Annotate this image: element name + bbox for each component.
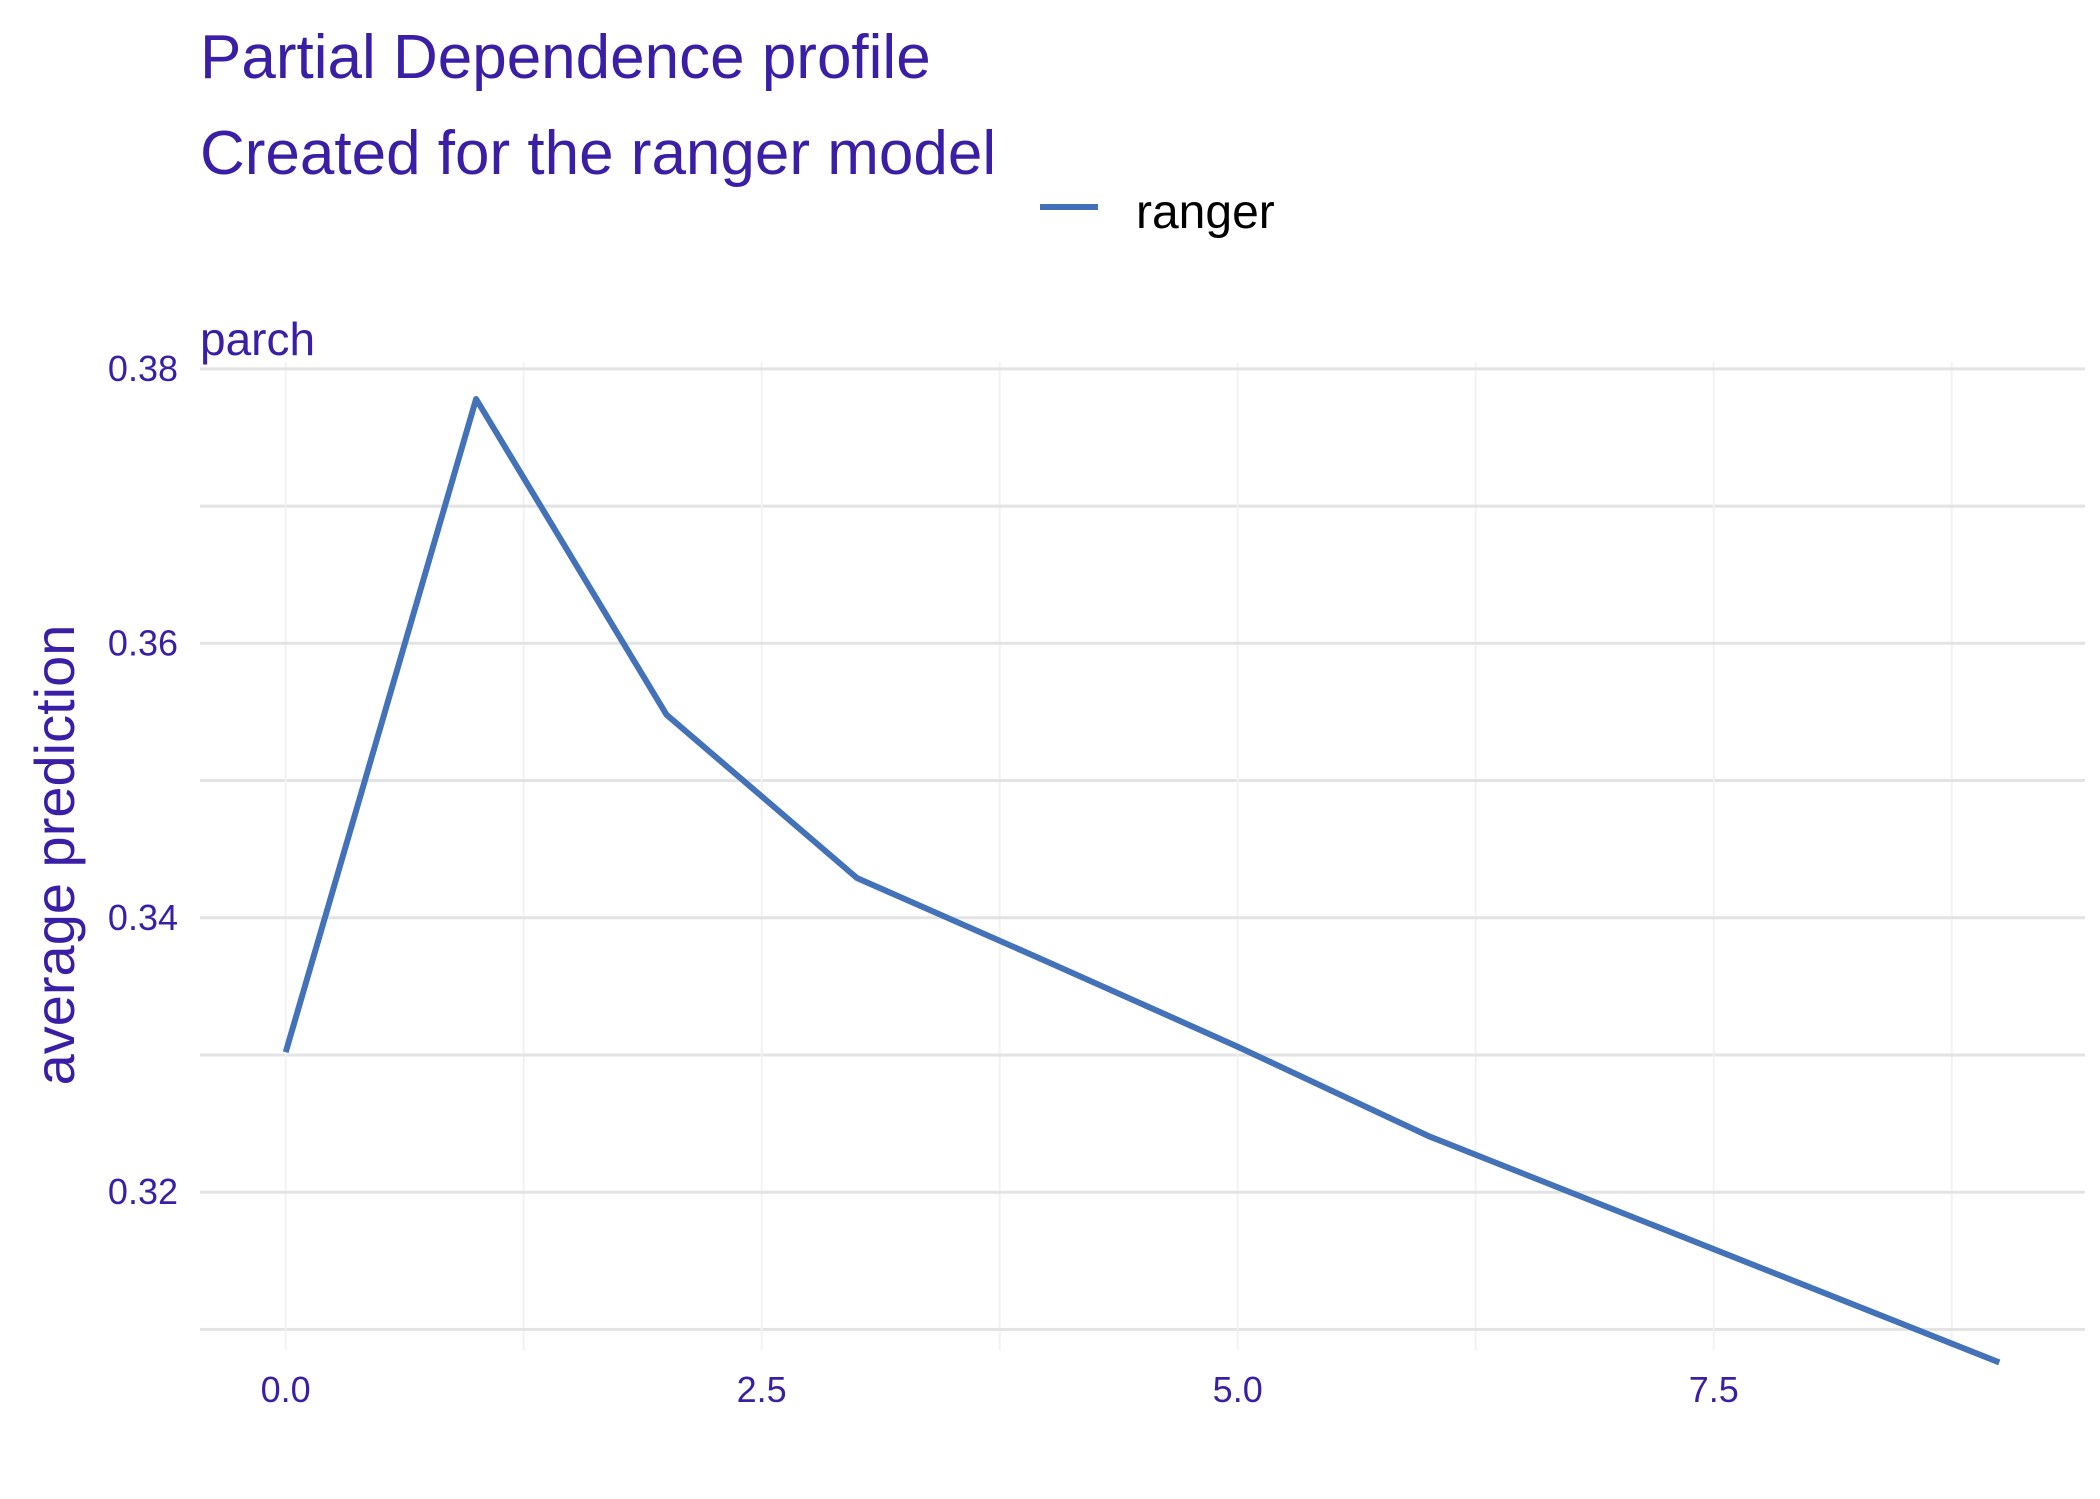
chart-subtitle: Created for the ranger model — [200, 119, 996, 188]
facet-label: parch — [200, 313, 315, 365]
y-tick-label: 0.36 — [108, 622, 178, 663]
x-tick-label: 2.5 — [737, 1369, 787, 1410]
grid — [200, 362, 2085, 1350]
x-tick-label: 7.5 — [1689, 1369, 1739, 1410]
legend-label-ranger: ranger — [1136, 186, 1275, 239]
series-layer — [282, 396, 2001, 1366]
y-tick-label: 0.38 — [108, 348, 178, 389]
y-axis-label: average prediction — [23, 625, 86, 1086]
x-tick-labels: 0.0 2.5 5.0 7.5 — [261, 1369, 1739, 1410]
y-tick-labels: 0.32 0.34 0.36 0.38 — [108, 348, 178, 1212]
y-tick-label: 0.32 — [108, 1171, 178, 1212]
legend: ranger — [1040, 186, 1275, 239]
x-tick-label: 0.0 — [261, 1369, 311, 1410]
chart-title: Partial Dependence profile — [200, 23, 931, 92]
y-tick-label: 0.34 — [108, 897, 178, 938]
x-tick-label: 5.0 — [1213, 1369, 1263, 1410]
series-line-ranger — [282, 396, 2001, 1366]
